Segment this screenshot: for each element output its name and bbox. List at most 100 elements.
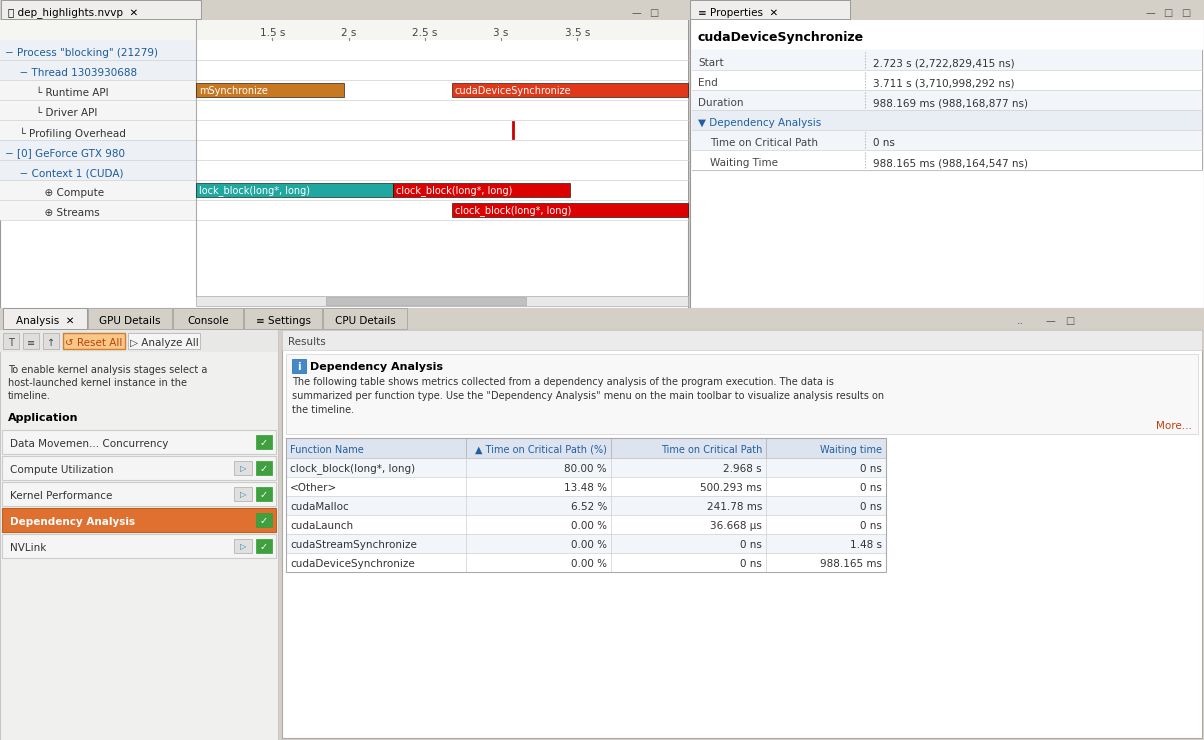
Text: timeline.: timeline. (8, 391, 51, 401)
Bar (293, 359, 306, 373)
Text: CPU Details: CPU Details (335, 316, 395, 326)
Bar (692, 50, 1202, 170)
Bar (2, 333, 19, 349)
Text: Dependency Analysis: Dependency Analysis (10, 517, 135, 527)
Text: i: i (297, 362, 301, 372)
Bar (196, 83, 343, 97)
Text: 80.00 %: 80.00 % (565, 464, 607, 474)
Bar (0, 140, 196, 160)
Bar (287, 458, 886, 477)
Text: □: □ (1163, 8, 1173, 18)
Text: ≡: ≡ (26, 338, 35, 348)
Text: 0 ns: 0 ns (860, 521, 883, 531)
Text: cudaLaunch: cudaLaunch (290, 521, 353, 531)
Text: ✓: ✓ (260, 490, 268, 500)
Bar (256, 513, 272, 527)
Bar (0, 330, 278, 352)
Bar (196, 180, 687, 200)
Text: NVLink: NVLink (10, 543, 47, 553)
Bar (692, 50, 1202, 70)
Text: GPU Details: GPU Details (99, 316, 161, 326)
Text: summarized per function type. Use the "Dependency Analysis" menu on the main too: summarized per function type. Use the "D… (293, 391, 884, 401)
Bar (196, 40, 687, 60)
Text: 988.165 ms (988,164,547 ns): 988.165 ms (988,164,547 ns) (873, 158, 1028, 168)
Bar (196, 120, 687, 140)
Text: ▷: ▷ (240, 465, 247, 474)
Bar (234, 461, 252, 475)
Text: Duration: Duration (698, 98, 744, 108)
Text: □: □ (649, 8, 659, 18)
Text: └ Runtime API: └ Runtime API (23, 88, 108, 98)
Text: Function Name: Function Name (290, 445, 364, 455)
Text: 36.668 μs: 36.668 μs (710, 521, 762, 531)
Bar (287, 438, 886, 572)
Bar (173, 308, 243, 329)
Text: 0 ns: 0 ns (873, 138, 895, 148)
Text: □: □ (1066, 316, 1075, 326)
Text: Dependency Analysis: Dependency Analysis (309, 362, 443, 372)
Text: <Other>: <Other> (290, 483, 337, 493)
Text: ▷: ▷ (240, 542, 247, 551)
Text: ⊕ Compute: ⊕ Compute (25, 188, 104, 198)
Text: ≡ Settings: ≡ Settings (255, 316, 311, 326)
Text: 3 s: 3 s (494, 28, 509, 38)
Bar (2, 308, 87, 329)
Bar (692, 150, 1202, 170)
Text: cudaDeviceSynchronize: cudaDeviceSynchronize (698, 32, 864, 44)
Bar (0, 80, 196, 100)
Bar (196, 160, 687, 180)
Text: cudaMalloc: cudaMalloc (290, 502, 349, 512)
Text: ▷: ▷ (240, 491, 247, 500)
Bar (244, 308, 321, 329)
Bar (323, 308, 407, 329)
Text: 988.165 ms: 988.165 ms (820, 559, 883, 569)
Text: End: End (698, 78, 718, 88)
Bar (196, 80, 687, 100)
Bar (0, 330, 278, 740)
Text: ..: .. (1016, 316, 1023, 326)
Bar (0, 180, 196, 200)
Bar (256, 487, 272, 501)
Text: Start: Start (698, 58, 724, 68)
Bar (393, 183, 569, 197)
Text: clock_block(long*, long): clock_block(long*, long) (455, 205, 571, 216)
Bar (0, 60, 196, 80)
Text: Application: Application (8, 413, 78, 423)
Text: Results: Results (288, 337, 326, 347)
Bar (0, 100, 196, 120)
Text: 2.5 s: 2.5 s (412, 28, 437, 38)
Bar (0, 308, 1204, 740)
Bar (0, 20, 687, 40)
Text: Analysis  ✕: Analysis ✕ (16, 316, 75, 326)
Bar (196, 60, 687, 80)
Text: 0 ns: 0 ns (860, 502, 883, 512)
Bar (256, 461, 272, 475)
Bar (196, 140, 687, 160)
Bar (287, 354, 1198, 434)
Bar (0, 160, 196, 180)
Bar (234, 539, 252, 553)
Text: clock_block(long*, long): clock_block(long*, long) (290, 463, 415, 474)
Bar (287, 438, 886, 458)
Bar (2, 534, 276, 558)
Text: mSynchronize: mSynchronize (199, 86, 267, 95)
Text: clock_block(long*, long): clock_block(long*, long) (396, 185, 512, 196)
Text: Waiting Time: Waiting Time (710, 158, 778, 168)
Text: —: — (631, 8, 641, 18)
Text: ▼ Dependency Analysis: ▼ Dependency Analysis (698, 118, 821, 128)
Bar (692, 130, 1202, 150)
Text: ▷ Analyze All: ▷ Analyze All (130, 338, 199, 348)
Bar (2, 508, 276, 532)
Text: ▲ Time on Critical Path (%): ▲ Time on Critical Path (%) (476, 445, 607, 455)
Text: ≡ Properties  ✕: ≡ Properties ✕ (698, 8, 778, 18)
Text: lock_block(long*, long): lock_block(long*, long) (199, 185, 309, 196)
Bar (287, 553, 886, 572)
Text: 988.169 ms (988,168,877 ns): 988.169 ms (988,168,877 ns) (873, 98, 1028, 108)
Text: 🖥 dep_highlights.nvvp  ✕: 🖥 dep_highlights.nvvp ✕ (8, 7, 138, 18)
Text: The following table shows metrics collected from a dependency analysis of the pr: The following table shows metrics collec… (293, 377, 834, 387)
Bar (256, 435, 272, 449)
Text: 0.00 %: 0.00 % (571, 540, 607, 550)
Bar (0, 200, 196, 220)
Bar (287, 477, 886, 496)
Bar (452, 83, 687, 97)
